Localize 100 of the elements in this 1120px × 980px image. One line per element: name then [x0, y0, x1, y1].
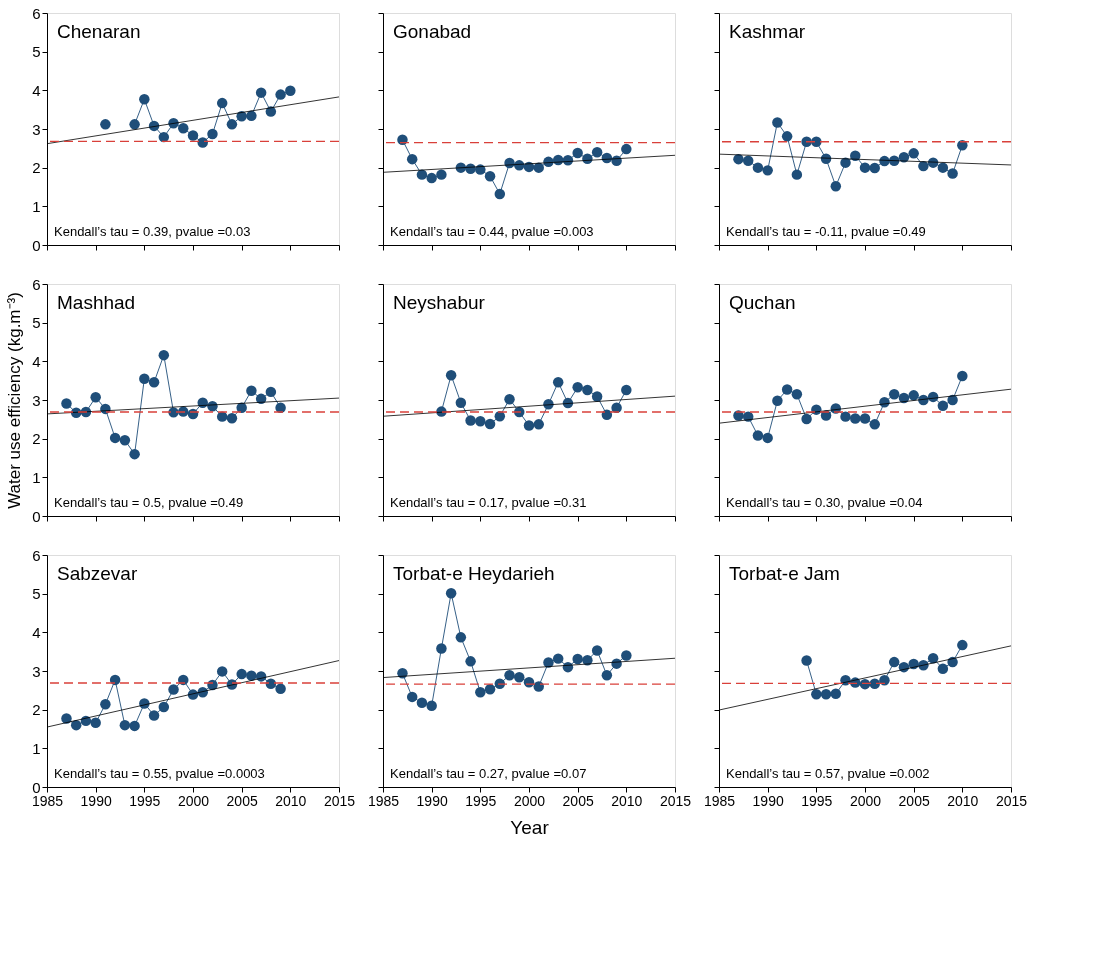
point [216, 97, 228, 109]
chart-title: Torbat-e Jam [729, 563, 840, 584]
point [148, 376, 160, 388]
y-tick-label: 4 [32, 623, 41, 641]
annotation: Kendall’s tau = 0.39, pvalue =0.03 [54, 224, 251, 239]
point [397, 134, 408, 146]
x-tick-label: 2010 [611, 792, 643, 809]
point [533, 162, 544, 173]
x-tick-label: 2010 [947, 792, 979, 809]
annotation: Kendall’s tau = 0.44, pvalue =0.003 [390, 224, 594, 239]
x-tick-label: 2015 [659, 792, 692, 809]
point [465, 656, 476, 667]
point [504, 393, 515, 405]
point [265, 386, 277, 398]
point [752, 162, 764, 173]
point [801, 655, 812, 666]
annotation: Kendall’s tau = 0.17, pvalue =0.31 [390, 495, 587, 510]
point [742, 155, 754, 166]
point [426, 700, 437, 712]
point [406, 153, 418, 165]
point [285, 85, 296, 96]
y-tick-label: 1 [32, 739, 41, 757]
point [119, 719, 131, 731]
point [859, 413, 871, 424]
point [197, 137, 208, 148]
point [801, 413, 812, 425]
point [504, 670, 515, 681]
point [246, 110, 257, 122]
chart-title: Gonabad [393, 21, 472, 42]
point [158, 131, 170, 143]
point [514, 671, 525, 683]
point [70, 719, 82, 731]
annotation: Kendall’s tau = 0.55, pvalue =0.0003 [54, 766, 265, 781]
point [621, 384, 632, 396]
chart-title: Torbat-e Heydarieh [393, 563, 555, 584]
point [830, 688, 842, 700]
point [908, 148, 919, 159]
x-tick-label: 2015 [323, 792, 356, 809]
x-tick-label: 2000 [177, 792, 210, 809]
x-tick-label: 2000 [849, 792, 882, 809]
chart-title: Quchan [729, 292, 796, 313]
point [475, 687, 486, 698]
y-tick-label: 3 [32, 662, 41, 680]
x-tick-label: 1995 [801, 792, 833, 809]
point [119, 434, 131, 446]
point [869, 419, 880, 430]
point [859, 162, 871, 173]
point [168, 684, 179, 695]
point [475, 416, 486, 427]
point [494, 188, 506, 200]
point [129, 448, 140, 460]
point [957, 639, 968, 651]
y-tick-label: 6 [32, 275, 41, 293]
point [572, 382, 583, 393]
point [591, 391, 603, 402]
point [226, 119, 238, 130]
x-tick-label: 1990 [80, 792, 112, 809]
point [436, 169, 447, 180]
x-axis-title: Year [510, 816, 550, 838]
point [109, 674, 121, 686]
y-tick-label: 4 [32, 81, 41, 99]
point [591, 146, 603, 158]
point [927, 653, 939, 664]
point [416, 697, 428, 708]
point [937, 162, 949, 173]
point [455, 632, 467, 643]
point [533, 419, 544, 430]
point [888, 388, 900, 400]
point [888, 656, 900, 668]
y-tick-label: 5 [32, 585, 41, 603]
point [178, 122, 189, 134]
point [158, 701, 170, 713]
point [90, 717, 101, 729]
point [100, 699, 111, 710]
point [426, 172, 437, 184]
y-tick-label: 5 [32, 43, 41, 61]
y-tick-label: 2 [32, 701, 41, 719]
point [918, 160, 929, 172]
y-tick-label: 0 [32, 507, 41, 525]
chart-title: Sabzevar [57, 563, 138, 584]
point [621, 143, 632, 155]
x-tick-label: 1995 [129, 792, 161, 809]
point [533, 681, 544, 692]
point [455, 397, 467, 408]
point [811, 136, 822, 147]
point [543, 657, 554, 668]
x-tick-label: 1995 [465, 792, 497, 809]
point [484, 683, 496, 695]
point [752, 430, 764, 441]
point [436, 643, 447, 654]
point [129, 119, 140, 130]
point [850, 413, 861, 424]
point [781, 131, 793, 142]
y-tick-label: 3 [32, 120, 41, 138]
point [762, 432, 773, 444]
point [90, 392, 101, 403]
point [255, 87, 267, 98]
point [109, 432, 121, 444]
point [937, 663, 949, 674]
point [406, 691, 418, 703]
